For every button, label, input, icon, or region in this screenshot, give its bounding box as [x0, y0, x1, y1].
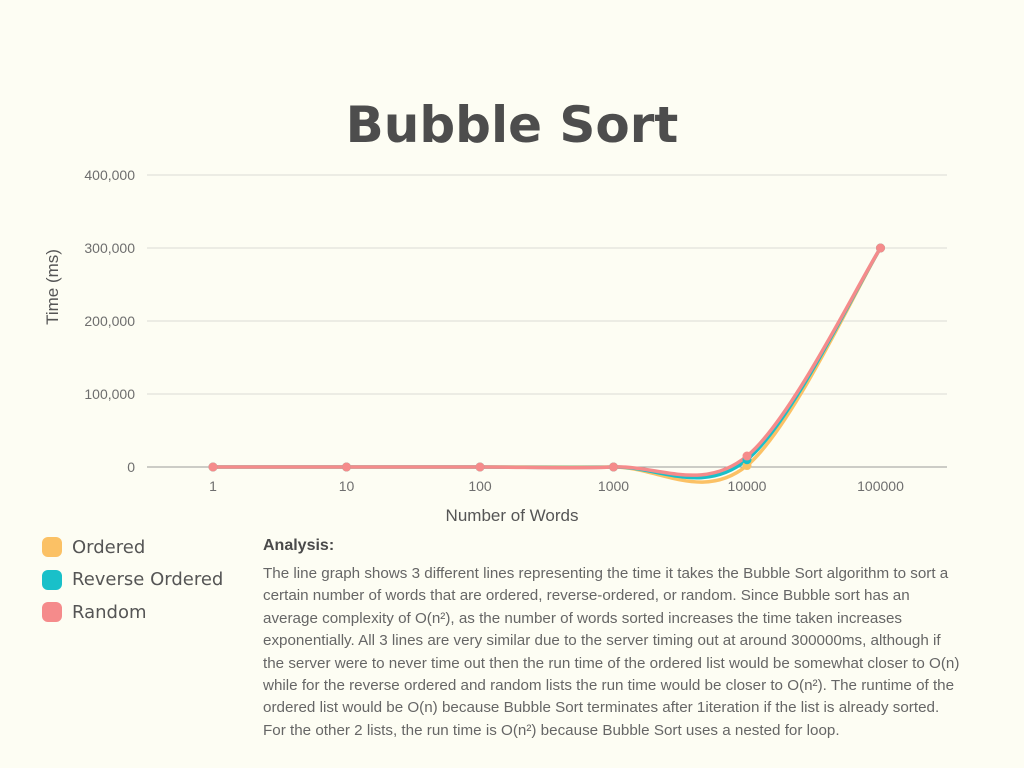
- y-tick-label: 300,000: [84, 240, 135, 256]
- line-chart: 0 100,000 200,000 300,000 400,000 1 10 100 1000…: [43, 167, 947, 525]
- x-axis-title: Number of Words: [446, 506, 579, 525]
- x-tick-label: 10000: [728, 478, 767, 494]
- y-tick-label: 100,000: [84, 386, 135, 402]
- series-line-random: [211, 246, 883, 477]
- legend-swatch: [42, 537, 62, 557]
- x-tick-label: 1: [209, 478, 217, 494]
- y-tick-label: 200,000: [84, 313, 135, 329]
- x-tick-label: 1000: [598, 478, 629, 494]
- legend-item-reverse-ordered: Reverse Ordered: [42, 569, 223, 591]
- legend-label: Ordered: [72, 536, 146, 558]
- x-tick-labels: 1 10 100 1000 10000 100000: [209, 478, 904, 494]
- legend-item-random: Random: [42, 601, 223, 623]
- x-tick-label: 10: [339, 478, 355, 494]
- data-point-random: [342, 462, 351, 472]
- legend-item-ordered: Ordered: [42, 536, 223, 558]
- series-lines: [211, 246, 883, 484]
- analysis-title: Analysis:: [263, 537, 335, 554]
- y-tick-labels: 0 100,000 200,000 300,000 400,000: [84, 167, 135, 475]
- legend-swatch: [42, 602, 62, 622]
- data-points: [208, 243, 885, 472]
- legend-label: Random: [72, 601, 147, 623]
- gridlines: [147, 174, 947, 468]
- series-line-reverse-ordered: [211, 246, 883, 480]
- legend-swatch: [42, 569, 62, 590]
- y-tick-label: 400,000: [84, 167, 135, 183]
- data-point-random: [208, 462, 218, 472]
- data-point-random: [742, 451, 752, 461]
- chart-title: Bubble Sort: [345, 96, 679, 154]
- data-point-random: [609, 462, 618, 472]
- y-axis-title: Time (ms): [43, 249, 62, 325]
- x-tick-label: 100: [468, 478, 492, 494]
- series-line-ordered: [211, 246, 883, 484]
- data-point-random: [876, 243, 885, 253]
- x-tick-label: 100000: [857, 478, 904, 494]
- legend: Ordered Reverse Ordered Random: [42, 536, 223, 634]
- y-tick-label: 0: [127, 459, 135, 475]
- data-point-random: [475, 462, 485, 472]
- analysis-body: The line graph shows 3 different lines r…: [263, 565, 960, 739]
- legend-label: Reverse Ordered: [72, 569, 224, 590]
- analysis-section: Analysis: The line graph shows 3 differe…: [263, 537, 963, 742]
